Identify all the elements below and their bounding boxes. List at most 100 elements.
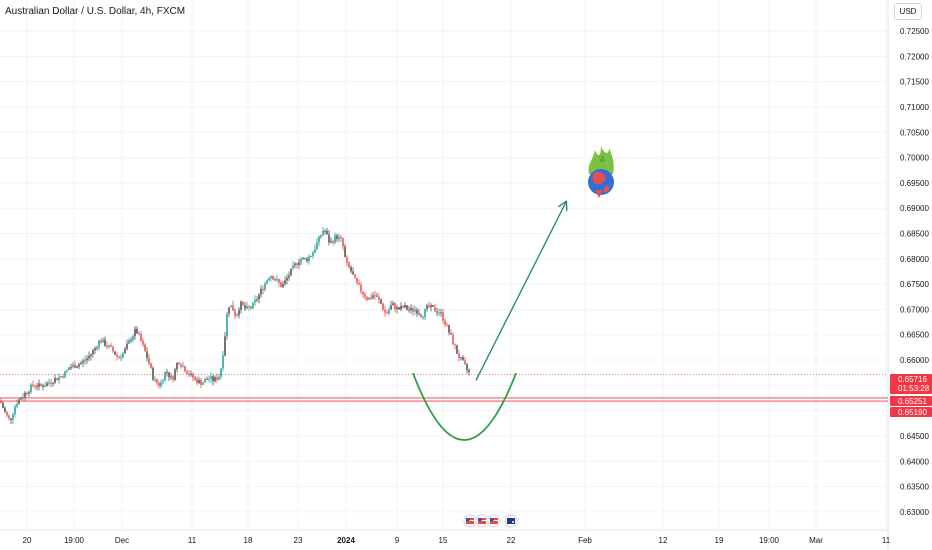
candle-body: [222, 355, 224, 369]
candle-body: [368, 297, 370, 300]
candle-body: [72, 364, 74, 368]
candle-body: [446, 324, 448, 326]
x-tick-label: 15: [439, 536, 448, 545]
candle-body: [448, 324, 450, 333]
candle-body: [266, 280, 268, 284]
y-tick-label: 0.68500: [900, 230, 929, 239]
candle-body: [32, 384, 34, 386]
candle-body: [400, 305, 402, 310]
candle-body: [210, 376, 212, 379]
candle-body: [34, 385, 36, 387]
price-tag-bg: [890, 396, 932, 406]
candle-body: [382, 303, 384, 310]
candle-body: [76, 366, 78, 369]
candle-body: [120, 357, 122, 359]
candle-body: [52, 382, 54, 384]
candle-body: [270, 275, 272, 279]
candle-body: [208, 378, 210, 380]
x-tick-label: 19:00: [759, 536, 780, 545]
au-flag-icon[interactable]: [504, 514, 518, 528]
candle-body: [116, 354, 118, 357]
candle-body: [394, 303, 396, 310]
candle-body: [280, 282, 282, 288]
candle-body: [256, 299, 258, 301]
candle-body: [282, 284, 284, 288]
candle-body: [146, 351, 148, 359]
y-tick-label: 0.69500: [900, 179, 929, 188]
us-flag-icon[interactable]: [463, 514, 477, 528]
candle-body: [64, 371, 66, 378]
candle-body: [10, 418, 12, 420]
rounding-bottom-curve: [412, 372, 517, 441]
y-tick-label: 0.71500: [900, 78, 929, 87]
candle-body: [68, 368, 70, 370]
candle-body: [42, 385, 44, 388]
candle-body: [354, 274, 356, 278]
candle-body: [396, 307, 398, 310]
candle-body: [384, 309, 386, 313]
y-tick-label: 0.64000: [900, 457, 929, 466]
candle-body: [94, 348, 96, 351]
candle-body: [226, 313, 228, 337]
candle-body: [24, 392, 26, 398]
candle-body: [342, 238, 344, 247]
candle-body: [366, 297, 368, 300]
candle-body: [454, 344, 456, 346]
candle-body: [36, 386, 38, 388]
us-flag-icon[interactable]: [487, 514, 501, 528]
candle-body: [344, 246, 346, 257]
symbol-title: Australian Dollar / U.S. Dollar, 4h, FXC…: [5, 6, 186, 17]
candle-body: [192, 373, 194, 378]
candle-body: [238, 309, 240, 316]
candle-body: [298, 262, 300, 266]
candle-body: [370, 297, 372, 299]
candle-body: [154, 379, 156, 381]
candle-body: [38, 383, 40, 387]
candle-body: [420, 314, 422, 318]
candle-body: [190, 373, 192, 376]
candle-body: [326, 230, 328, 235]
x-tick-label: Mar: [809, 536, 823, 545]
candle-body: [48, 382, 50, 384]
candle-body: [204, 378, 206, 383]
candle-body: [2, 402, 4, 408]
candle-body: [252, 302, 254, 309]
candle-body: [424, 308, 426, 318]
candle-body: [450, 332, 452, 335]
x-tick-label: 22: [507, 536, 516, 545]
candle-body: [334, 235, 336, 243]
candle-body: [272, 275, 274, 280]
currency-button[interactable]: USD: [894, 3, 922, 20]
candle-body: [92, 350, 94, 355]
candle-body: [338, 236, 340, 240]
candle-body: [186, 371, 188, 374]
candle-body: [350, 266, 352, 272]
candle-body: [224, 336, 226, 356]
candle-body: [374, 295, 376, 297]
candle-body: [160, 382, 162, 387]
candle-body: [220, 368, 222, 378]
candle-body: [230, 305, 232, 308]
candle-body: [194, 377, 196, 379]
candle-body: [264, 283, 266, 290]
candle-body: [404, 305, 406, 308]
candle-body: [392, 303, 394, 306]
candle-body: [236, 315, 238, 317]
candle-body: [6, 411, 8, 416]
candle-body: [436, 311, 438, 313]
candle-body: [292, 265, 294, 269]
candle-body: [46, 383, 48, 387]
candle-body: [462, 357, 464, 361]
candle-body: [54, 378, 56, 383]
candle-body: [250, 307, 252, 309]
candle-body: [20, 398, 22, 400]
candle-body: [178, 362, 180, 365]
us-flag-icon[interactable]: [475, 514, 489, 528]
candle-body: [184, 366, 186, 372]
candle-body: [340, 236, 342, 239]
candle-body: [302, 257, 304, 260]
horizontal-levels: [0, 374, 888, 402]
candle-body: [182, 366, 184, 368]
candle-body: [132, 336, 134, 341]
